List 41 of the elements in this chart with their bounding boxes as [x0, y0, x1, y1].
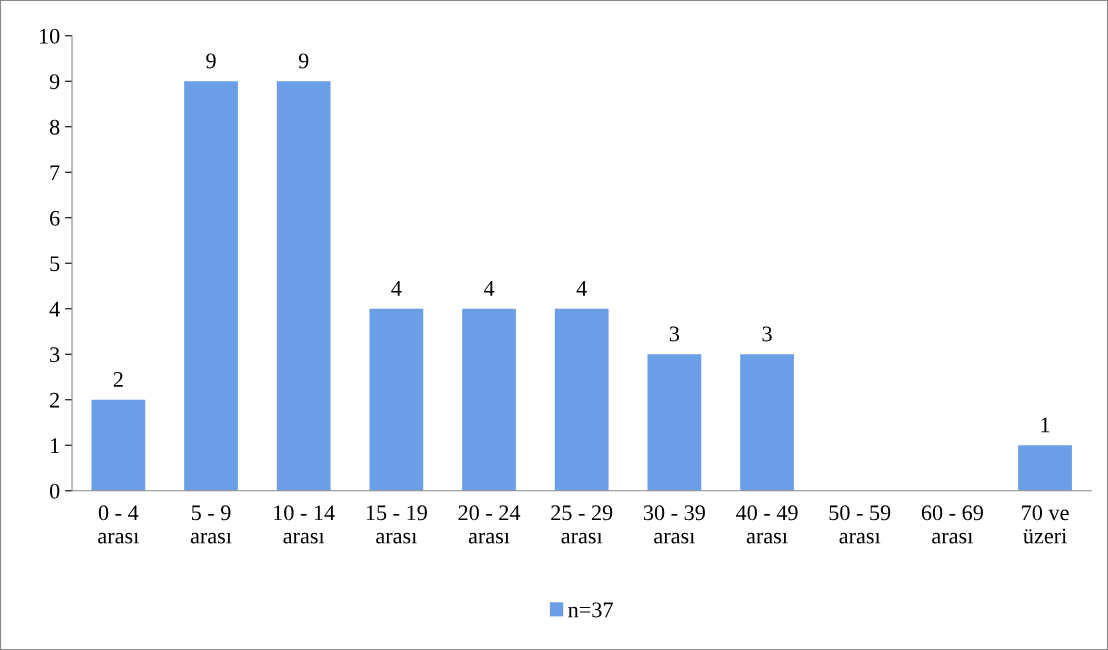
x-tick-label: 10 - 14 arası: [274, 505, 335, 544]
data-label: 4: [391, 281, 402, 296]
x-tick-label: 60 - 69 arası: [921, 505, 983, 544]
data-label: 3: [762, 326, 772, 342]
bar: [91, 399, 146, 491]
y-tick-label: 7: [50, 165, 60, 180]
data-label: 9: [206, 53, 216, 69]
data-label: 1: [1041, 417, 1050, 433]
bar: [554, 308, 609, 491]
bar: [276, 81, 331, 491]
y-tick-label: 4: [49, 301, 60, 317]
y-tick-label: 2: [50, 392, 59, 408]
y-tick-label: 0: [49, 483, 60, 499]
x-tick-label: 20 - 24 arası: [458, 505, 521, 544]
y-tick-label: 9: [49, 74, 60, 90]
bar: [740, 354, 794, 491]
x-tick-label: 40 - 49 arası: [735, 505, 798, 544]
bar: [369, 308, 424, 491]
x-tick-label: 70 ve üzeri: [1022, 505, 1069, 544]
data-label: 4: [576, 281, 587, 296]
bar: [647, 354, 702, 491]
x-tick-label: 50 - 59 arası: [829, 505, 891, 544]
x-tick-label: 30 - 39 arası: [643, 505, 705, 544]
bar: [1018, 445, 1072, 491]
x-tick-label: 5 - 9 arası: [190, 505, 232, 544]
data-label: 2: [113, 371, 123, 387]
y-tick-label: 6: [50, 210, 60, 226]
data-label: 3: [669, 326, 680, 342]
legend-label: n=37: [568, 602, 613, 618]
y-tick-label: 3: [50, 347, 60, 363]
x-tick-label: 15 - 19 arası: [366, 505, 427, 544]
data-label: 9: [298, 53, 309, 69]
y-tick-label: 5: [50, 256, 60, 272]
y-tick-label: 1: [51, 438, 59, 453]
y-tick-label: 8: [49, 119, 60, 135]
data-label: 4: [483, 281, 495, 296]
x-tick-label: 0 - 4 arası: [98, 505, 139, 544]
y-tick-label: 10: [39, 28, 60, 44]
bar: [184, 81, 238, 491]
x-tick-label: 25 - 29 arası: [551, 505, 613, 544]
bar: [462, 308, 516, 491]
